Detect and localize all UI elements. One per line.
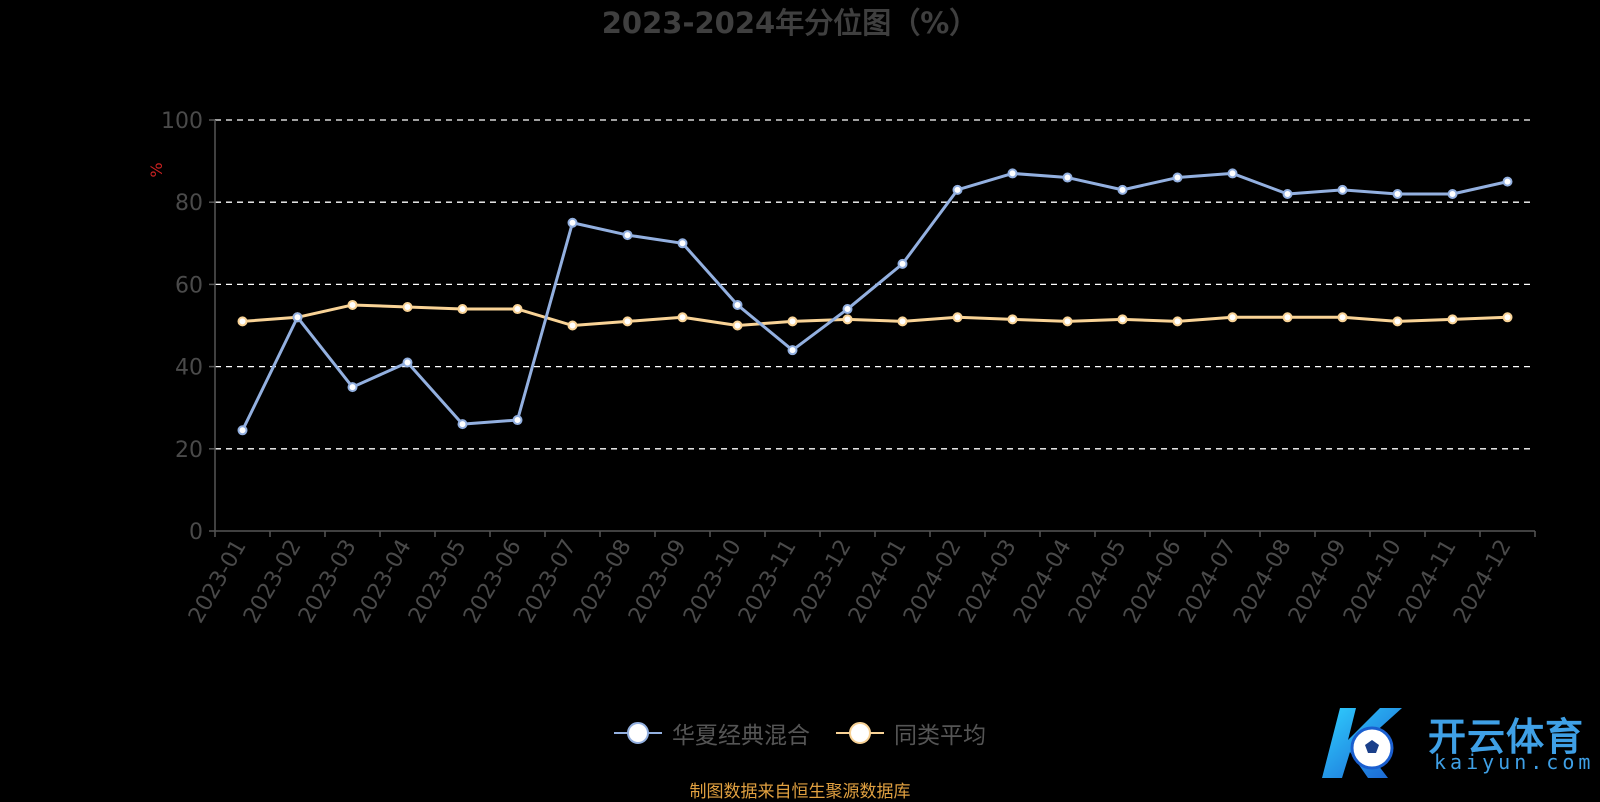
data-point[interactable] [842,304,853,315]
data-point[interactable] [1227,168,1238,179]
data-point[interactable] [1117,314,1128,325]
data-point[interactable] [237,425,248,436]
data-point[interactable] [457,419,468,430]
data-point[interactable] [1172,172,1183,183]
data-point[interactable] [292,312,303,323]
source-note: 制图数据来自恒生聚源数据库 [689,782,911,802]
data-point[interactable] [1007,168,1018,179]
data-point[interactable] [732,299,743,310]
data-point[interactable] [677,238,688,249]
series-lines [237,168,1513,436]
chart-title: 2023-2024年分位图（%） [602,6,979,40]
data-point[interactable] [567,217,578,228]
data-point[interactable] [1447,314,1458,325]
data-point[interactable] [402,357,413,368]
data-point[interactable] [1282,312,1293,323]
data-point[interactable] [842,314,853,325]
y-tick-label: 100 [161,109,203,134]
data-point[interactable] [1337,312,1348,323]
data-point[interactable] [1007,314,1018,325]
data-point[interactable] [1172,316,1183,327]
data-point[interactable] [512,304,523,315]
legend-swatch-fund [614,721,662,745]
data-point[interactable] [787,345,798,356]
series-0 [237,168,1513,436]
watermark-name: 开云体育 [1428,715,1585,759]
y-tick-label: 0 [189,520,203,545]
y-axis-label: % [147,162,166,177]
watermark-logo: 开云体育 kaiyun.com [1310,700,1600,790]
watermark-domain: kaiyun.com [1434,750,1595,774]
y-tick-label: 20 [175,438,203,463]
data-point[interactable] [402,302,413,313]
legend-item-peer-average[interactable]: 同类平均 [836,716,986,750]
data-point[interactable] [952,184,963,195]
data-point[interactable] [1447,188,1458,199]
data-point[interactable] [1337,184,1348,195]
data-point[interactable] [237,316,248,327]
y-tick-label: 80 [175,191,203,216]
data-point[interactable] [787,316,798,327]
data-point[interactable] [732,320,743,331]
soccer-ball-icon [1322,708,1402,778]
y-tick-label: 60 [175,273,203,298]
data-point[interactable] [512,415,523,426]
legend-swatch-peer-average [836,721,884,745]
data-point[interactable] [952,312,963,323]
data-point[interactable] [1392,316,1403,327]
data-point[interactable] [457,304,468,315]
data-point[interactable] [347,299,358,310]
data-point[interactable] [622,316,633,327]
data-point[interactable] [1062,172,1073,183]
data-point[interactable] [622,230,633,241]
data-point[interactable] [897,258,908,269]
axes: 0204060801002023-012023-022023-032023-04… [161,109,1536,628]
legend-item-fund[interactable]: 华夏经典混合 [614,716,810,750]
legend-label-peer-average: 同类平均 [894,723,986,749]
data-point[interactable] [1502,312,1513,323]
data-point[interactable] [1117,184,1128,195]
data-point[interactable] [897,316,908,327]
data-point[interactable] [1282,188,1293,199]
data-point[interactable] [567,320,578,331]
y-tick-label: 40 [175,356,203,381]
series-line [242,303,1508,327]
data-point[interactable] [1392,188,1403,199]
legend: 华夏经典混合 同类平均 [0,716,1600,750]
data-point[interactable] [1227,312,1238,323]
legend-label-fund: 华夏经典混合 [672,723,810,749]
series-1 [237,299,1513,331]
data-point[interactable] [677,312,688,323]
data-point[interactable] [347,382,358,393]
data-point[interactable] [1502,176,1513,187]
data-point[interactable] [1062,316,1073,327]
grid-lines [215,119,1535,450]
series-line [241,171,1508,431]
